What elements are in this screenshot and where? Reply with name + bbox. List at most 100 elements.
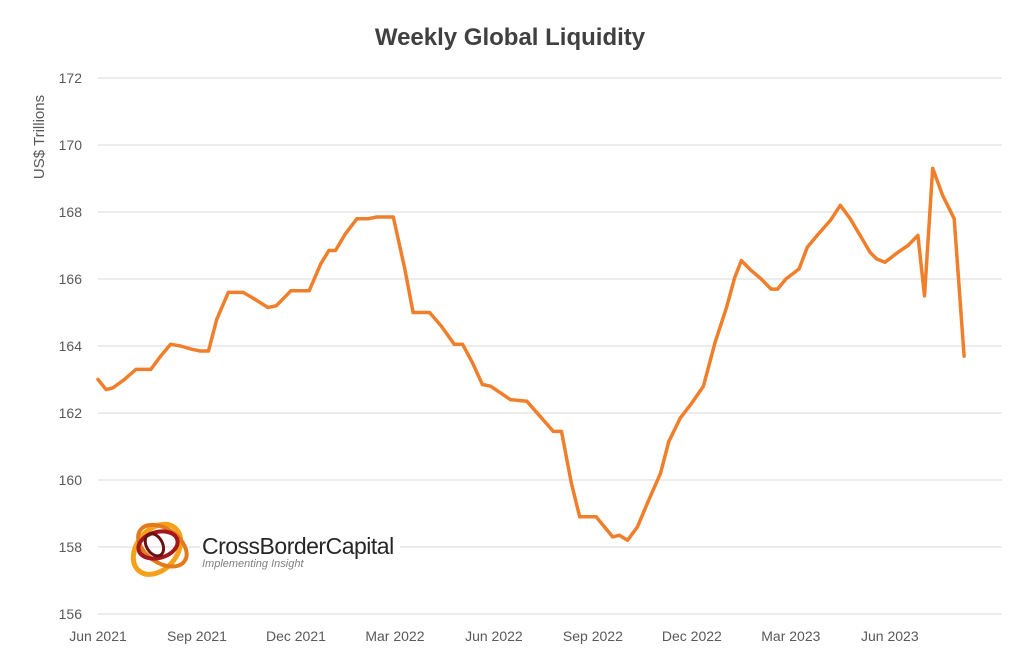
data-point [658, 471, 663, 475]
data-point [439, 324, 443, 328]
data-point [206, 349, 211, 353]
data-point [480, 382, 484, 387]
data-point [733, 275, 737, 279]
data-point [391, 215, 395, 219]
data-point [319, 262, 323, 266]
x-tick-label: Dec 2021 [266, 628, 326, 644]
data-point [896, 250, 900, 254]
data-point [460, 342, 465, 346]
data-point [111, 386, 115, 390]
data-point [343, 232, 348, 236]
data-point [635, 525, 640, 529]
logo-ring-red-icon [136, 529, 180, 561]
x-tick-label: Jun 2021 [69, 628, 127, 644]
data-point [427, 310, 432, 315]
data-point [178, 344, 183, 348]
x-tick-label: Dec 2022 [662, 628, 722, 644]
x-tick-label: Jun 2022 [465, 628, 523, 644]
y-axis-title: US$ Trillions [31, 95, 48, 179]
data-point [134, 367, 138, 372]
data-point [355, 217, 359, 221]
data-point [149, 367, 153, 372]
x-tick-label: Mar 2023 [761, 628, 820, 644]
data-point [411, 310, 415, 315]
data-point [594, 515, 598, 519]
y-tick-labels: 156 158 160 162 164 166 168 170 172 [59, 70, 83, 622]
y-tick-label: 166 [59, 271, 83, 287]
data-point [327, 248, 331, 253]
data-point [569, 481, 574, 485]
y-tick-label: 162 [59, 405, 83, 421]
data-point [625, 538, 630, 542]
data-point [906, 243, 910, 248]
data-point [489, 384, 493, 388]
data-point [266, 305, 270, 310]
data-point [617, 533, 621, 537]
data-point [922, 294, 927, 298]
data-point [274, 304, 278, 308]
x-tick-labels: Jun 2021 Sep 2021 Dec 2021 Mar 2022 Jun 2022… [69, 628, 919, 644]
y-tick-label: 160 [59, 472, 83, 488]
logo-backdrop [200, 535, 400, 555]
data-point [941, 193, 945, 197]
chart-title: Weekly Global Liquidity [375, 24, 646, 51]
data-point [701, 384, 706, 388]
data-point [168, 342, 173, 346]
data-point [759, 277, 763, 281]
data-point [828, 218, 833, 222]
data-point [215, 317, 219, 321]
data-point [611, 535, 615, 539]
data-point [838, 203, 842, 207]
y-tick-label: 172 [59, 70, 83, 86]
data-point [96, 377, 100, 382]
data-point [776, 287, 780, 291]
brand-tagline: Implementing Insight [202, 558, 304, 570]
data-point [739, 258, 743, 263]
data-point [253, 297, 257, 301]
data-point [769, 287, 773, 291]
data-point [470, 361, 475, 365]
data-point [952, 217, 956, 221]
y-tick-label: 156 [59, 606, 83, 622]
data-point [289, 289, 293, 293]
data-point [551, 429, 555, 434]
data-point [241, 290, 245, 294]
data-point [724, 305, 729, 310]
data-point [690, 401, 694, 405]
data-point [559, 429, 564, 434]
series-line [96, 166, 966, 543]
data-point [198, 349, 202, 353]
data-point [749, 269, 753, 273]
data-point [452, 342, 456, 346]
logo-ring-dark-icon [143, 532, 166, 558]
data-point [366, 217, 371, 221]
data-point [508, 398, 513, 402]
data-point [602, 525, 607, 529]
data-point [104, 387, 108, 392]
data-point [403, 267, 407, 271]
crossborder-capital-logo: CrossBorderCapital Implementing Insight [130, 521, 400, 577]
data-point [122, 377, 126, 382]
data-point [931, 166, 935, 171]
data-point [578, 515, 582, 519]
data-point [307, 289, 311, 293]
data-point [538, 414, 542, 418]
data-point [883, 260, 887, 264]
data-point [868, 250, 872, 254]
data-point [678, 416, 682, 420]
data-point [159, 354, 163, 358]
data-point [645, 501, 649, 506]
data-point [525, 399, 529, 403]
data-point [858, 233, 862, 238]
series-group [96, 166, 966, 543]
data-point [875, 257, 879, 261]
data-point [190, 347, 194, 351]
y-tick-label: 164 [59, 338, 83, 354]
data-point [797, 267, 801, 271]
y-tick-label: 158 [59, 539, 83, 555]
data-point [848, 217, 852, 221]
x-tick-label: Mar 2022 [365, 628, 424, 644]
y-tick-label: 170 [59, 137, 83, 153]
